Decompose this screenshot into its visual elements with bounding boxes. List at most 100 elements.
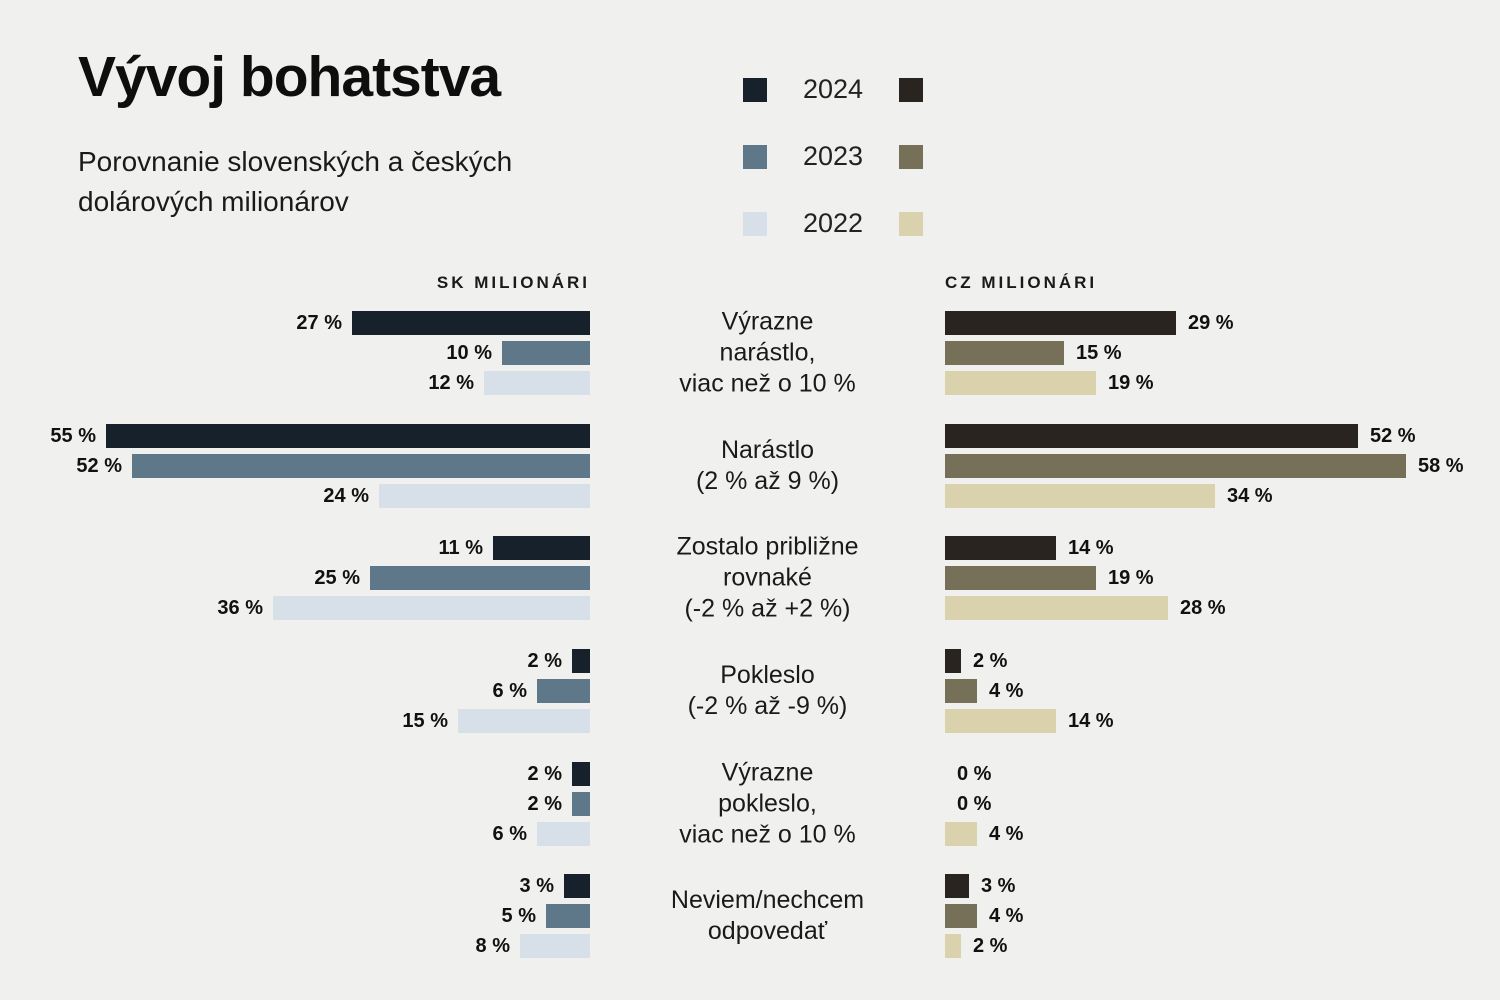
legend-swatch-cz-2024: [899, 77, 923, 102]
bar-sk-2022: [458, 709, 590, 733]
bar-cz-2022: [945, 934, 961, 958]
legend-row-2022: 2022: [743, 208, 923, 239]
bar-value-label: 3 %: [981, 874, 1016, 897]
sk-bars-group-1: 27 % 10 % 12 %: [0, 311, 590, 401]
bar-sk-2024: [572, 649, 590, 673]
bar-value-label: 4 %: [989, 904, 1024, 927]
bar-row: 15 %: [0, 709, 590, 733]
bar-row: 36 %: [0, 596, 590, 620]
bar-value-label: 6 %: [492, 822, 527, 845]
page-title: Vývoj bohatstva: [78, 45, 501, 109]
category-group-2: 55 % 52 % 24 % Narástlo (2 % až 9 %) 52 …: [0, 424, 1500, 508]
bar-value-label: 3 %: [519, 874, 554, 897]
bar-cz-2023: [945, 904, 977, 928]
bar-cz-2022: [945, 371, 1096, 395]
bar-row: 28 %: [945, 596, 1226, 620]
legend-row-2023: 2023: [743, 141, 923, 172]
bar-row: 3 %: [0, 874, 590, 898]
bar-cz-2022: [945, 822, 977, 846]
sk-bars-group-6: 3 % 5 % 8 %: [0, 874, 590, 964]
bar-value-label: 12 %: [428, 371, 474, 394]
bar-sk-2024: [572, 762, 590, 786]
bar-row: 52 %: [0, 454, 590, 478]
bar-row: 15 %: [945, 341, 1234, 365]
bar-cz-2022: [945, 596, 1168, 620]
bar-value-label: 2 %: [973, 649, 1008, 672]
bar-row: 25 %: [0, 566, 590, 590]
bar-row: 14 %: [945, 709, 1114, 733]
bar-value-label: 55 %: [50, 424, 96, 447]
bar-row: 58 %: [945, 454, 1464, 478]
category-group-1: 27 % 10 % 12 % Výrazne narástlo, viac ne…: [0, 308, 1500, 398]
bar-row: 52 %: [945, 424, 1464, 448]
bar-sk-2024: [352, 311, 590, 335]
bar-value-label: 5 %: [501, 904, 536, 927]
category-group-4: 2 % 6 % 15 % Pokleslo (-2 % až -9 %) 2 %: [0, 649, 1500, 733]
legend-swatch-sk-2023: [743, 144, 767, 169]
bar-sk-2023: [537, 679, 590, 703]
legend-year-label: 2023: [802, 141, 864, 171]
bar-value-label: 10 %: [446, 341, 492, 364]
bar-value-label: 2 %: [527, 762, 562, 785]
bar-value-label: 52 %: [76, 454, 122, 477]
bar-value-label: 29 %: [1188, 311, 1234, 334]
bar-value-label: 25 %: [314, 566, 360, 589]
legend-year-label: 2024: [802, 74, 864, 104]
bar-cz-2023: [945, 679, 977, 703]
bar-sk-2023: [502, 341, 590, 365]
bar-sk-2023: [572, 792, 590, 816]
bar-cz-2023: [945, 454, 1406, 478]
cz-bars-group-5: 0 % 0 % 4 %: [945, 762, 1023, 852]
bar-row: 27 %: [0, 311, 590, 335]
bar-row: 24 %: [0, 484, 590, 508]
legend-swatch-sk-2024: [743, 77, 767, 102]
bar-cz-2024: [945, 649, 961, 673]
bar-row: 10 %: [0, 341, 590, 365]
cz-bars-group-6: 3 % 4 % 2 %: [945, 874, 1023, 964]
bar-row: 29 %: [945, 311, 1234, 335]
bar-cz-2024: [945, 311, 1176, 335]
bar-sk-2022: [484, 371, 590, 395]
bar-cz-2023: [945, 566, 1096, 590]
bar-row: 4 %: [945, 822, 1023, 846]
bar-sk-2024: [106, 424, 590, 448]
bar-row: 6 %: [0, 822, 590, 846]
bar-value-label: 11 %: [438, 536, 483, 559]
category-label: Zostalo približne rovnaké (-2 % až +2 %): [676, 532, 859, 623]
bar-value-label: 52 %: [1370, 424, 1416, 447]
sk-bars-group-5: 2 % 2 % 6 %: [0, 762, 590, 852]
bar-sk-2023: [132, 454, 590, 478]
bar-value-label: 36 %: [217, 596, 263, 619]
bar-sk-2022: [273, 596, 590, 620]
bar-row: 14 %: [945, 536, 1226, 560]
bar-row: 4 %: [945, 904, 1023, 928]
bar-cz-2024: [945, 424, 1358, 448]
bar-cz-2022: [945, 484, 1215, 508]
bar-row: 19 %: [945, 566, 1226, 590]
bar-value-label: 24 %: [323, 484, 369, 507]
bar-value-label: 28 %: [1180, 596, 1226, 619]
bar-row: 2 %: [945, 649, 1114, 673]
category-label: Neviem/nechcem odpovedať: [670, 886, 865, 945]
bar-value-label: 27 %: [296, 311, 342, 334]
bar-value-label: 19 %: [1108, 566, 1154, 589]
bar-row: 55 %: [0, 424, 590, 448]
bar-cz-2023: [945, 341, 1064, 365]
legend-swatch-sk-2022: [743, 211, 767, 236]
bar-value-label: 14 %: [1068, 536, 1114, 559]
bar-row: 0 %: [945, 762, 1023, 786]
bar-row: 2 %: [0, 792, 590, 816]
bar-row: 11 %: [0, 536, 590, 560]
bar-value-label: 6 %: [492, 679, 527, 702]
cz-bars-group-4: 2 % 4 % 14 %: [945, 649, 1114, 739]
category-label: Narástlo (2 % až 9 %): [695, 436, 840, 495]
bar-sk-2022: [520, 934, 590, 958]
bar-row: 12 %: [0, 371, 590, 395]
bar-row: 3 %: [945, 874, 1023, 898]
legend-year-label: 2022: [802, 208, 864, 238]
page-subtitle: Porovnanie slovenských a českých dolárov…: [78, 146, 513, 217]
category-group-5: 2 % 2 % 6 % Výrazne pokleslo, viac než o…: [0, 759, 1500, 849]
bar-row: 6 %: [0, 679, 590, 703]
bar-value-label: 2 %: [973, 934, 1008, 957]
bar-value-label: 4 %: [989, 822, 1024, 845]
